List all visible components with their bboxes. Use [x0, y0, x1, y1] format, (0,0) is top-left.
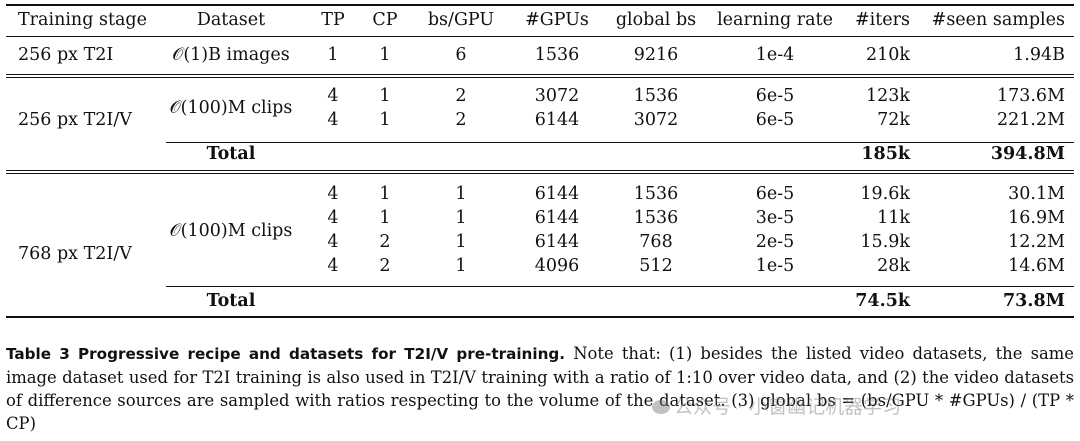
cell-seen-samples: 1.94B: [1013, 45, 1065, 65]
header-gpus: #GPUs: [525, 10, 589, 30]
cell-tp: 4: [327, 208, 339, 228]
bottom-rule: [6, 316, 1074, 318]
stage-rule: [6, 170, 1074, 171]
cell-bs-gpu: 1: [455, 256, 467, 276]
caption-text: Note that: (1) besides the listed video …: [6, 344, 1074, 433]
total-label: Total: [206, 291, 256, 311]
cell-tp: 4: [327, 184, 339, 204]
stage-256-t2iv: 256 px T2I/V: [18, 110, 132, 130]
cell-global-bs: 3072: [633, 110, 679, 130]
dataset-images: 𝒪(1)B images: [172, 45, 290, 65]
cell-tp: 4: [327, 110, 339, 130]
cell-iters: 123k: [865, 86, 910, 106]
cell-gpus: 6144: [534, 232, 580, 252]
cell-cp: 1: [379, 110, 391, 130]
cell-gpus: 6144: [534, 208, 580, 228]
total-seen-samples: 73.8M: [1003, 291, 1065, 311]
cell-iters: 72k: [877, 110, 910, 130]
total-label: Total: [206, 144, 256, 164]
stage-256-t2i: 256 px T2I: [18, 45, 114, 65]
total-seen-samples: 394.8M: [990, 144, 1065, 164]
cell-iters: 28k: [877, 256, 910, 276]
header-training-stage: Training stage: [18, 10, 147, 30]
caption-label: Table 3 Progressive recipe and datasets …: [6, 345, 566, 363]
header-global-bs: global bs: [615, 10, 697, 30]
header-cp: CP: [372, 10, 398, 30]
cell-learning-rate: 6e-5: [755, 86, 795, 106]
dataset-clips: 𝒪(100)M clips: [169, 221, 293, 241]
header-bs-gpu: bs/GPU: [427, 10, 495, 30]
header-tp: TP: [321, 10, 345, 30]
cell-seen-samples: 14.6M: [1008, 256, 1065, 276]
total-iters: 74.5k: [855, 291, 910, 311]
cell-gpus: 4096: [534, 256, 580, 276]
cell-bs-gpu: 1: [455, 184, 467, 204]
cell-iters: 19.6k: [860, 184, 910, 204]
dataset-clips: 𝒪(100)M clips: [169, 98, 293, 118]
cell-gpus: 6144: [534, 184, 580, 204]
cell-learning-rate: 6e-5: [755, 184, 795, 204]
header-iters: #iters: [855, 10, 910, 30]
cell-tp: 1: [327, 45, 339, 65]
cell-cp: 1: [379, 45, 391, 65]
stage-768-t2iv: 768 px T2I/V: [18, 244, 132, 264]
table-caption: Table 3 Progressive recipe and datasets …: [6, 342, 1074, 435]
cell-global-bs: 1536: [633, 86, 679, 106]
cell-learning-rate: 1e-5: [755, 256, 795, 276]
cell-gpus: 1536: [534, 45, 580, 65]
total-iters: 185k: [861, 144, 910, 164]
cell-cp: 2: [379, 256, 391, 276]
wechat-icon: [652, 400, 670, 414]
header-dataset: Dataset: [196, 10, 266, 30]
cell-learning-rate: 2e-5: [755, 232, 795, 252]
cell-bs-gpu: 1: [455, 232, 467, 252]
cell-learning-rate: 3e-5: [755, 208, 795, 228]
cell-seen-samples: 16.9M: [1008, 208, 1065, 228]
cell-bs-gpu: 6: [455, 45, 467, 65]
cell-global-bs: 1536: [633, 184, 679, 204]
cell-global-bs: 9216: [633, 45, 679, 65]
cell-learning-rate: 6e-5: [755, 110, 795, 130]
cell-bs-gpu: 2: [455, 110, 467, 130]
cell-seen-samples: 12.2M: [1008, 232, 1065, 252]
cell-gpus: 6144: [534, 110, 580, 130]
cell-seen-samples: 173.6M: [996, 86, 1065, 106]
cell-bs-gpu: 1: [455, 208, 467, 228]
watermark: 公众号 · 小窗幽记机器学习: [652, 392, 901, 419]
total-rule: [166, 286, 1074, 287]
cell-iters: 11k: [877, 208, 910, 228]
cell-cp: 1: [379, 208, 391, 228]
cell-seen-samples: 221.2M: [996, 110, 1065, 130]
cell-global-bs: 1536: [633, 208, 679, 228]
header-seen-samples: #seen samples: [931, 10, 1065, 30]
header-rule: [6, 36, 1074, 37]
cell-tp: 4: [327, 232, 339, 252]
cell-tp: 4: [327, 256, 339, 276]
cell-cp: 1: [379, 184, 391, 204]
watermark-text: 公众号 · 小窗幽记机器学习: [674, 396, 902, 418]
cell-learning-rate: 1e-4: [755, 45, 795, 65]
cell-tp: 4: [327, 86, 339, 106]
cell-global-bs: 512: [639, 256, 673, 276]
stage-rule-double: [6, 173, 1074, 174]
cell-seen-samples: 30.1M: [1008, 184, 1065, 204]
cell-cp: 2: [379, 232, 391, 252]
cell-iters: 210k: [865, 45, 910, 65]
cell-gpus: 3072: [534, 86, 580, 106]
total-rule: [166, 142, 1074, 143]
cell-bs-gpu: 2: [455, 86, 467, 106]
cell-cp: 1: [379, 86, 391, 106]
cell-iters: 15.9k: [860, 232, 910, 252]
top-rule: [6, 4, 1074, 6]
stage-rule: [6, 74, 1074, 75]
cell-global-bs: 768: [639, 232, 673, 252]
stage-rule-double: [6, 77, 1074, 78]
header-learning-rate: learning rate: [717, 10, 833, 30]
